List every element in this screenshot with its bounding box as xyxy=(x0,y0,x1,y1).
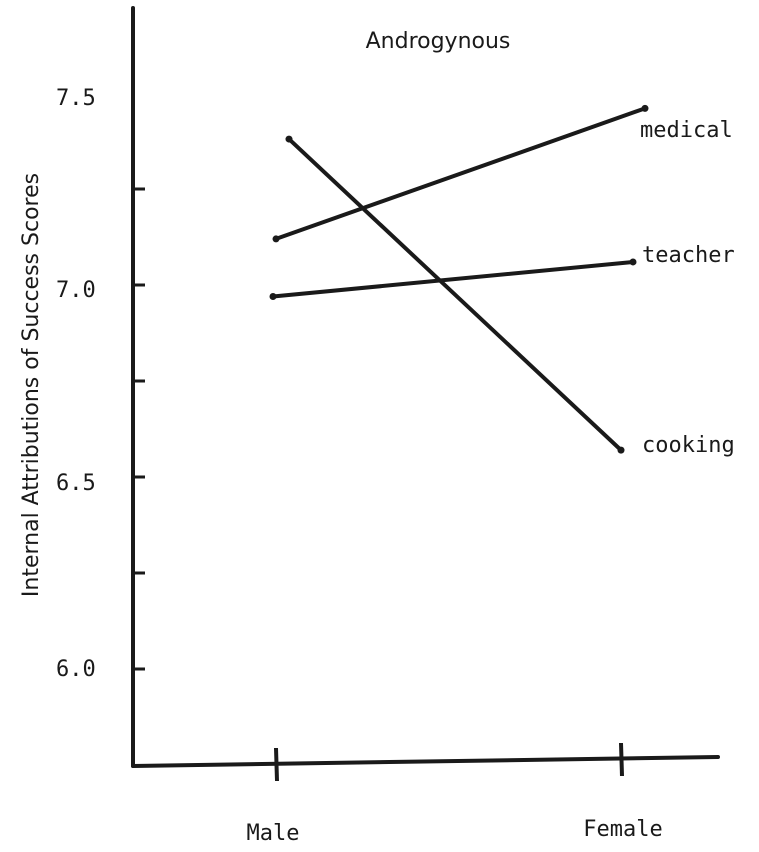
data-point-medical-male xyxy=(272,235,280,243)
data-point-cooking-male xyxy=(285,135,293,143)
series-line-cooking xyxy=(287,137,623,453)
x-tick-male xyxy=(274,747,279,782)
x-category-female: Female xyxy=(583,817,662,842)
y-axis-ticks xyxy=(133,187,145,671)
data-point-teacher-female xyxy=(629,258,637,266)
chart-title: Androgynous xyxy=(366,29,511,54)
x-axis-line xyxy=(131,755,720,768)
series-line-medical xyxy=(274,106,647,241)
y-tick-label-7-0: 7.0 xyxy=(56,278,96,303)
series-line-teacher xyxy=(271,259,635,299)
series-label-teacher: teacher xyxy=(642,243,735,268)
x-category-male: Male xyxy=(247,821,300,846)
series-label-cooking: cooking xyxy=(642,433,735,458)
y-axis-label: Internal Attributions of Success Scores xyxy=(19,173,44,597)
x-tick-female xyxy=(619,742,624,777)
y-tick-label-6-0: 6.0 xyxy=(56,657,96,682)
data-point-medical-female xyxy=(641,104,649,112)
y-tick-label-6-5: 6.5 xyxy=(56,471,96,496)
series-layer: medical teacher cooking xyxy=(269,104,735,458)
y-tick-label-7-5: 7.5 xyxy=(56,86,96,111)
data-point-teacher-male xyxy=(269,293,277,301)
data-point-cooking-female xyxy=(617,446,625,454)
series-label-medical: medical xyxy=(640,118,733,143)
